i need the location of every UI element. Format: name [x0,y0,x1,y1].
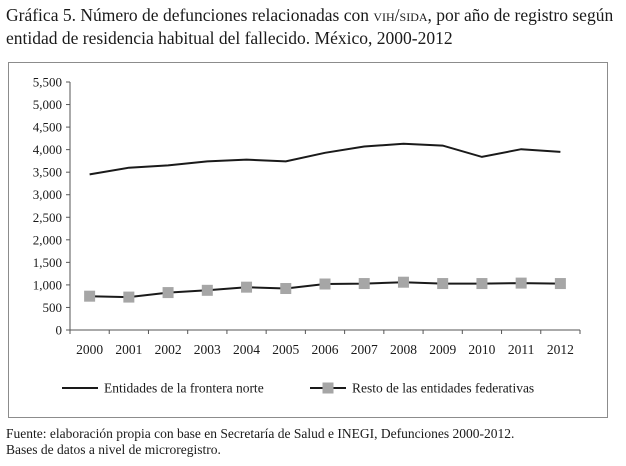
x-tick-label: 2012 [547,342,574,357]
y-tick-label: 5,000 [33,97,62,112]
data-point-marker [123,291,135,303]
chart-title: Gráfica 5. Número de defunciones relacio… [6,4,622,50]
data-point-marker [437,278,449,290]
y-tick-label: 4,500 [33,120,62,135]
data-point-marker [515,277,527,289]
legend-label-frontera-norte: Entidades de la frontera norte [104,381,264,396]
series-group [84,142,566,303]
data-point-marker [319,278,331,290]
x-tick-label: 2001 [115,342,142,357]
y-tick-label: 2,500 [33,210,62,225]
source-note: Fuente: elaboración propia con base en S… [6,426,622,458]
source-line-1: Fuente: elaboración propia con base en S… [6,426,515,441]
legend: Entidades de la frontera norte Resto de l… [62,381,534,396]
y-tick-label: 5,500 [33,75,62,90]
y-tick-label: 4,000 [33,142,62,157]
data-point-marker [476,278,488,290]
title-text-part1: Gráfica 5. Número de defunciones relacio… [6,5,374,25]
x-tick-label: 2008 [390,342,417,357]
y-tick-label: 1,000 [33,277,62,292]
data-point-marker [280,283,292,295]
x-tick-label: 2002 [155,342,182,357]
title-text-smallcaps: vih/sida [373,5,428,25]
y-tick-label: 500 [43,300,63,315]
x-tick-label: 2011 [508,342,535,357]
y-tick-label: 2,000 [33,232,62,247]
legend-marker-resto-entidades [322,382,334,394]
x-axis: 2000 2001 2002 2003 2004 2005 2006 2007 2008 2009… [69,329,581,357]
data-point-marker [162,287,174,299]
y-tick-label: 1,500 [33,255,62,270]
legend-label-resto-entidades: Resto de las entidades federativas [352,381,534,396]
x-tick-label: 2004 [233,342,260,357]
y-axis: 0 500 1,000 1,500 2,000 2,500 3,000 3,500 4,000 4… [33,75,71,338]
chart-frame [8,62,608,418]
data-point-marker [241,281,253,293]
y-tick-label: 3,500 [33,165,62,180]
x-tick-label: 2007 [351,342,378,357]
data-point-marker [554,278,566,290]
y-tick-label: 3,000 [33,187,62,202]
title-text-part2: , por año de registro según entidad de r… [6,5,614,48]
data-point-marker [397,276,409,288]
x-tick-label: 2005 [272,342,299,357]
data-point-marker [201,284,213,296]
x-tick-label: 2000 [76,342,103,357]
x-tick-label: 2006 [312,342,339,357]
x-tick-label: 2003 [194,342,221,357]
x-tick-label: 2010 [468,342,495,357]
series-line-frontera-norte [89,142,561,176]
source-line-2: Bases de datos a nivel de microregistro. [6,442,221,457]
x-tick-label: 2009 [429,342,456,357]
y-tick-label: 0 [56,323,63,338]
data-point-marker [358,278,370,290]
data-point-marker [84,290,96,302]
